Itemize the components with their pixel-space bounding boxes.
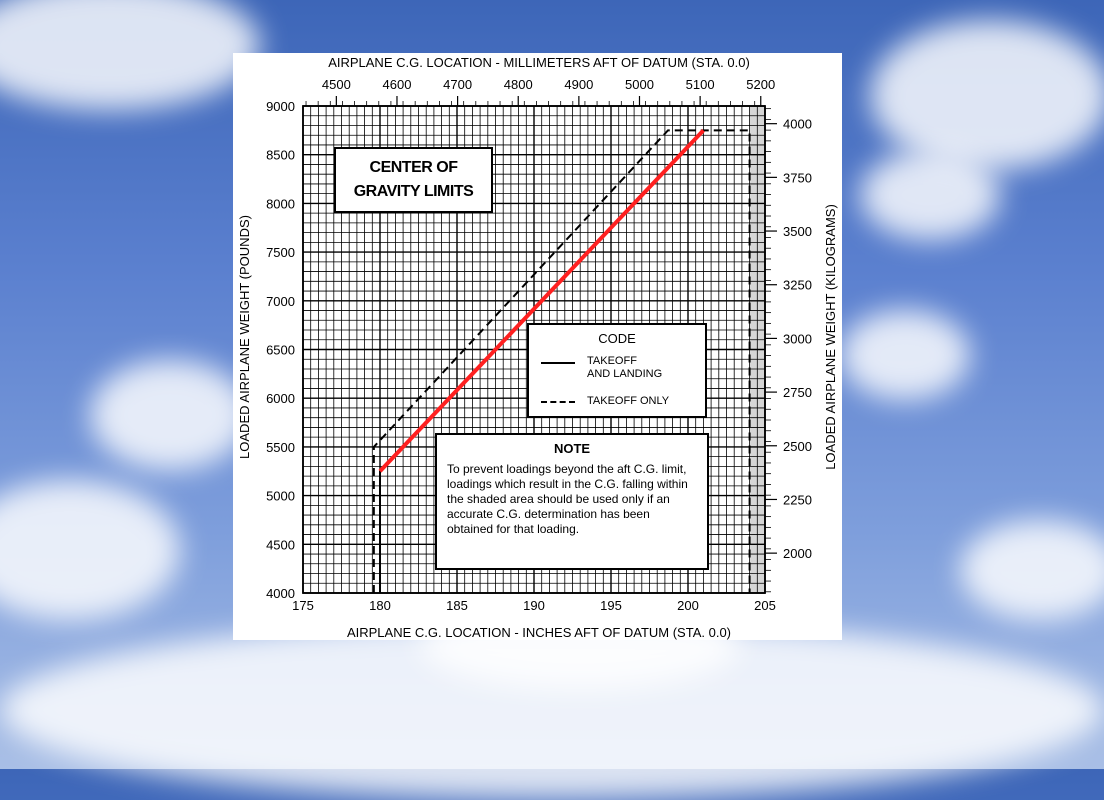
- x2-tick-label: 4900: [564, 77, 593, 92]
- x2-tick-label: 4600: [383, 77, 412, 92]
- y-tick-label: 5500: [266, 440, 295, 455]
- cloud: [840, 310, 970, 400]
- x2-tick-label: 4800: [504, 77, 533, 92]
- x-tick-label: 200: [677, 598, 699, 613]
- y2-tick-label: 2000: [783, 546, 812, 561]
- cloud: [0, 480, 180, 620]
- y2-tick-label: 3750: [783, 170, 812, 185]
- y2-tick-label: 2500: [783, 439, 812, 454]
- x2-tick-label: 4700: [443, 77, 472, 92]
- chart-title: CENTER OF GRAVITY LIMITS: [334, 147, 493, 213]
- bottom-axis-label: AIRPLANE C.G. LOCATION - INCHES AFT OF D…: [347, 625, 731, 640]
- cg-limits-chart: AIRPLANE C.G. LOCATION - MILLIMETERS AFT…: [233, 53, 842, 640]
- x-tick-label: 185: [446, 598, 468, 613]
- y2-tick-label: 3500: [783, 224, 812, 239]
- y2-tick-label: 3250: [783, 278, 812, 293]
- y-tick-label: 8000: [266, 196, 295, 211]
- y-tick-label: 9000: [266, 99, 295, 114]
- note-text: To prevent loadings beyond the aft C.G. …: [447, 462, 688, 536]
- x2-tick-label: 5200: [746, 77, 775, 92]
- cloud: [0, 0, 260, 110]
- legend-entry-takeoff-only: TAKEOFF ONLY: [587, 395, 670, 407]
- legend-solid-line: [541, 362, 575, 364]
- y2-tick-label: 4000: [783, 117, 812, 132]
- y-tick-label: 5000: [266, 489, 295, 504]
- plot-layer: 175 180 185 190 195 200 205 4000 4500 5000 5500 600…: [266, 77, 812, 613]
- y-tick-label: 6500: [266, 343, 295, 358]
- x2-tick-label: 4500: [322, 77, 351, 92]
- cloud: [960, 520, 1104, 620]
- top-axis-label: AIRPLANE C.G. LOCATION - MILLIMETERS AFT…: [328, 55, 750, 70]
- legend-title: CODE: [598, 331, 636, 346]
- x2-tick-label: 5000: [625, 77, 654, 92]
- note-box: NOTE To prevent loadings beyond the aft …: [435, 433, 709, 570]
- y-tick-label: 6000: [266, 391, 295, 406]
- left-axis-label: LOADED AIRPLANE WEIGHT (POUNDS): [237, 215, 252, 459]
- x-tick-label: 180: [369, 598, 391, 613]
- chart-canvas: AIRPLANE C.G. LOCATION - MILLIMETERS AFT…: [237, 55, 838, 640]
- legend-entry-takeoff-landing: TAKEOFF AND LANDING: [587, 355, 663, 380]
- y-tick-label: 4000: [266, 586, 295, 601]
- plot-frame: [302, 105, 766, 594]
- series-line-2: [378, 128, 705, 473]
- legend: CODE TAKEOFF AND LANDING TAKEOFF ONLY: [527, 323, 707, 418]
- series-line-1: [372, 129, 751, 593]
- cloud: [860, 150, 1000, 240]
- x-tick-label: 205: [754, 598, 776, 613]
- y-tick-label: 7000: [266, 294, 295, 309]
- note-title: NOTE: [553, 441, 591, 456]
- y2-tick-label: 2750: [783, 385, 812, 400]
- y2-tick-label: 3000: [783, 331, 812, 346]
- cloud: [90, 360, 250, 470]
- y-tick-label: 7500: [266, 245, 295, 260]
- y2-tick-label: 2250: [783, 492, 812, 507]
- x2-tick-label: 5100: [686, 77, 715, 92]
- y-tick-label: 8500: [266, 148, 295, 163]
- legend-dashed-line: [541, 401, 575, 403]
- y-tick-label: 4500: [266, 537, 295, 552]
- x-tick-label: 195: [600, 598, 622, 613]
- chart-title-text: CENTER OF GRAVITY LIMITS: [353, 159, 474, 200]
- cloud: [870, 20, 1104, 170]
- x-tick-label: 190: [523, 598, 545, 613]
- right-axis-label: LOADED AIRPLANE WEIGHT (KILOGRAMS): [823, 204, 838, 470]
- x-tick-label: 175: [292, 598, 314, 613]
